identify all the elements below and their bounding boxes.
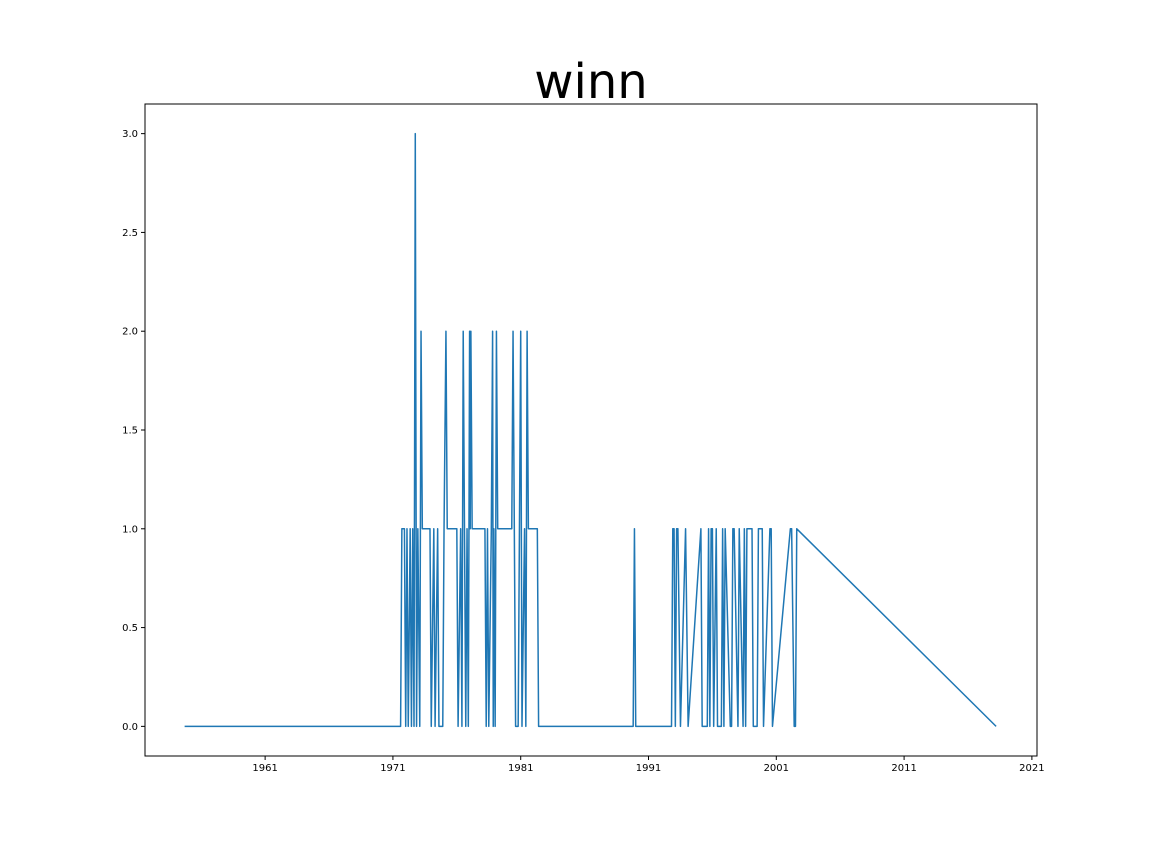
y-tick-label: 2.5 bbox=[122, 228, 138, 239]
x-tick-label: 1981 bbox=[508, 763, 533, 774]
plot-frame bbox=[144, 103, 1038, 757]
data-line bbox=[184, 132, 997, 728]
x-tick-label: 1961 bbox=[252, 763, 277, 774]
y-tick-label: 1.5 bbox=[122, 426, 138, 437]
x-tick-label: 2011 bbox=[891, 763, 916, 774]
x-tick-label: 2021 bbox=[1019, 763, 1044, 774]
x-tick-label: 1991 bbox=[636, 763, 661, 774]
y-tick-label: 0.5 bbox=[122, 623, 138, 634]
y-tick-label: 1.0 bbox=[122, 524, 138, 535]
y-tick-label: 3.0 bbox=[122, 129, 138, 140]
x-tick-label: 1971 bbox=[380, 763, 405, 774]
y-tick-label: 0.0 bbox=[122, 722, 138, 733]
y-tick-label: 2.0 bbox=[122, 327, 138, 338]
chart-title: winn bbox=[534, 54, 647, 110]
x-tick-label: 2001 bbox=[764, 763, 789, 774]
